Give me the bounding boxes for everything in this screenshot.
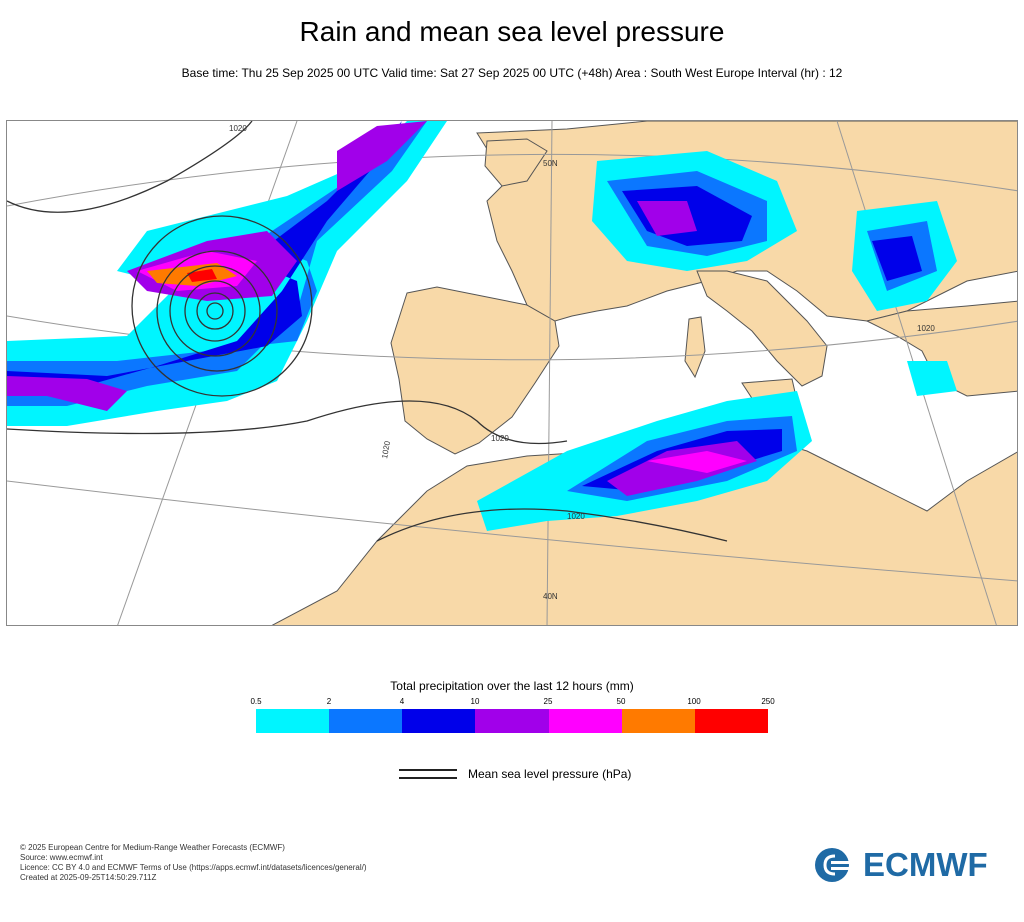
contour-labels: 1020 1020 1020 1020 1020 50N 40N <box>229 124 935 601</box>
legend-tick: 100 <box>687 697 701 706</box>
contour-label: 1020 <box>229 124 247 133</box>
footer-created: Created at 2025-09-25T14:50:29.711Z <box>20 873 157 882</box>
color-swatch <box>621 709 695 733</box>
legend-tick: 250 <box>761 697 775 706</box>
chart-title: Rain and mean sea level pressure <box>299 16 725 47</box>
legend-tick: 4 <box>399 697 405 706</box>
weather-map[interactable]: 1020 1020 1020 1020 1020 50N 40N <box>6 120 1018 626</box>
color-swatch <box>548 709 622 733</box>
isobar-legend-label: Mean sea level pressure (hPa) <box>468 767 632 781</box>
contour-label: 1020 <box>380 440 392 460</box>
precip-colorbar <box>256 709 768 733</box>
legend-tick: 10 <box>470 697 480 706</box>
contour-label: 1020 <box>917 324 935 333</box>
chart-subtitle: Base time: Thu 25 Sep 2025 00 UTC Valid … <box>181 66 843 80</box>
ecmwf-logo-text: ECMWF <box>863 846 988 883</box>
isobars <box>7 121 728 542</box>
color-swatch <box>256 709 330 733</box>
ecmwf-logo[interactable]: ECMWF <box>813 846 1007 884</box>
footer-licence: Licence: CC BY 4.0 and ECMWF Terms of Us… <box>20 863 367 872</box>
color-swatch <box>694 709 768 733</box>
color-swatch <box>402 709 476 733</box>
contour-label: 1020 <box>567 512 585 521</box>
ecmwf-logo-icon <box>815 848 859 882</box>
footer-copyright: © 2025 European Centre for Medium-Range … <box>20 843 285 852</box>
legend-tick: 50 <box>616 697 626 706</box>
legend-title: Total precipitation over the last 12 hou… <box>390 679 634 693</box>
legend-tick: 2 <box>326 697 332 706</box>
legend-tick: 25 <box>543 697 553 706</box>
map-canvas: 1020 1020 1020 1020 1020 50N 40N <box>7 121 1017 625</box>
footer-source: Source: www.ecmwf.int <box>20 853 103 862</box>
color-swatch <box>475 709 549 733</box>
graticule-label: 50N <box>543 159 558 168</box>
graticule-label: 40N <box>543 592 558 601</box>
legend-tick: 0.5 <box>250 697 262 706</box>
precip-max <box>187 269 217 282</box>
isobar-legend-line <box>399 768 457 780</box>
color-swatch <box>329 709 403 733</box>
footer: © 2025 European Centre for Medium-Range … <box>20 843 367 883</box>
contour-label: 1020 <box>491 434 509 443</box>
